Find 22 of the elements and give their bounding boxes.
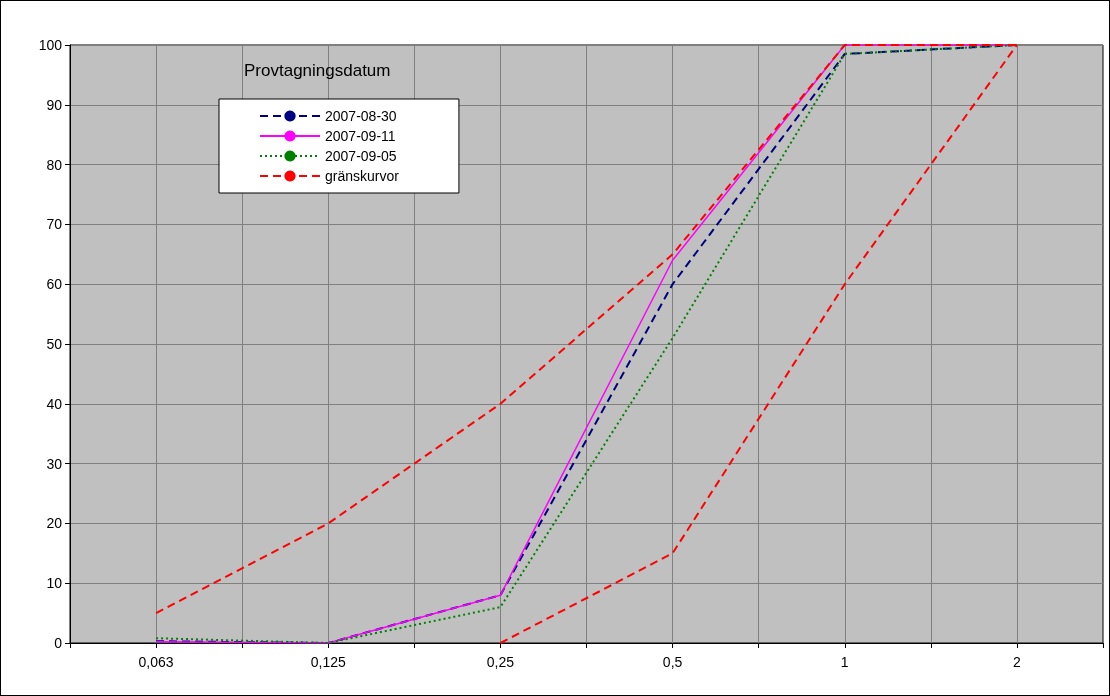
legend-title: Provtagningsdatum xyxy=(244,61,391,80)
y-tick-label: 80 xyxy=(46,156,63,173)
y-tick-label: 10 xyxy=(46,575,63,592)
x-tick-label: 1 xyxy=(840,654,849,670)
y-tick-label: 60 xyxy=(46,276,63,293)
y-tick-label: 20 xyxy=(46,515,63,532)
legend-label: 2007-09-11 xyxy=(325,128,396,144)
y-tick-label: 40 xyxy=(46,395,63,412)
y-tick-label: 0 xyxy=(54,635,63,651)
x-tick-label: 0,125 xyxy=(310,654,346,670)
legend-label: gränskurvor xyxy=(325,168,400,184)
x-tick-label: 0,5 xyxy=(662,654,683,670)
y-tick-label: 30 xyxy=(46,455,63,472)
legend-label: 2007-09-05 xyxy=(325,148,397,164)
y-tick-label: 100 xyxy=(38,37,63,53)
legend-label: 2007-08-30 xyxy=(325,108,397,124)
x-tick-label: 2 xyxy=(1013,654,1022,670)
y-tick-label: 70 xyxy=(46,216,63,233)
x-tick-label: 0,25 xyxy=(486,654,515,670)
x-tick-label: 0,063 xyxy=(138,654,174,670)
y-tick-label: 50 xyxy=(46,336,63,352)
y-tick-label: 90 xyxy=(46,96,63,113)
